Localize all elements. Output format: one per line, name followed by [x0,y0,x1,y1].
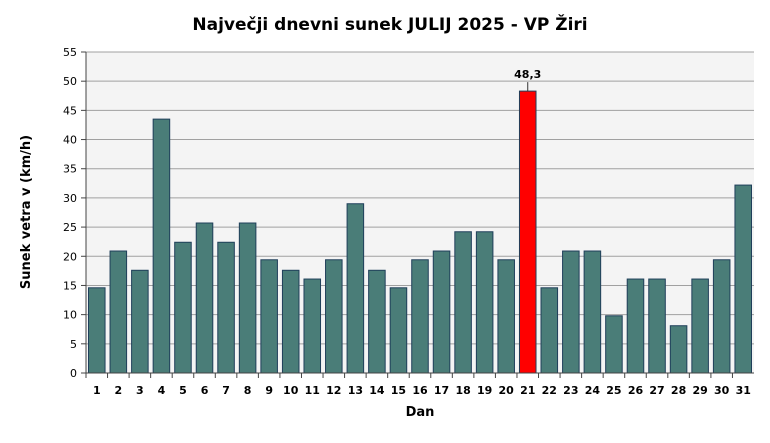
y-tick-label: 40 [63,134,77,147]
y-tick-label: 15 [63,279,77,292]
x-tick-label: 14 [369,384,385,397]
x-tick-label: 8 [244,384,252,397]
x-tick-label: 11 [305,384,320,397]
x-tick-label: 23 [563,384,578,397]
bar [174,241,192,374]
y-tick-label: 10 [63,309,77,322]
x-tick-label: 31 [736,384,751,397]
x-tick-label: 30 [714,384,730,397]
x-tick-label: 26 [628,384,644,397]
bar [432,250,451,374]
bar [217,241,235,374]
x-tick-label: 15 [391,384,406,397]
y-tick-label: 5 [70,338,77,351]
x-tick-label: 7 [222,384,230,397]
x-tick-label: 4 [158,384,166,397]
x-tick-label: 10 [283,384,299,397]
x-tick-label: 1 [93,384,101,397]
y-tick-label: 30 [63,192,77,205]
x-tick-label: 13 [348,384,363,397]
y-tick-label: 20 [63,250,77,263]
bar [411,259,429,374]
bar [540,287,559,374]
y-tick-label: 25 [63,221,77,234]
bar [583,250,602,374]
x-tick-label: 2 [114,384,122,397]
bar [734,184,752,374]
bar [152,118,171,374]
y-tick-label: 55 [63,46,77,59]
bar [626,278,645,374]
bar [88,287,106,374]
bar [691,278,709,374]
y-tick-label: 45 [63,104,77,117]
x-tick-label: 6 [201,384,209,397]
max-data-label: 48,3 [514,68,541,81]
bar [195,222,214,374]
x-tick-label: 21 [520,384,535,397]
bar [303,278,322,374]
x-tick-label: 28 [671,384,686,397]
bar [454,231,472,374]
x-tick-label: 5 [179,384,187,397]
bar [368,269,386,374]
bar [712,259,731,374]
bar [346,203,365,374]
x-tick-label: 9 [265,384,273,397]
x-tick-label: 24 [585,384,601,397]
x-tick-label: 19 [477,384,492,397]
x-tick-label: 12 [326,384,341,397]
bar [389,287,408,374]
bar [518,90,537,374]
bar [281,269,300,374]
x-tick-label: 18 [455,384,470,397]
bar [131,269,149,374]
chart-title: Največji dnevni sunek JULIJ 2025 - VP Ži… [192,13,587,35]
y-tick-label: 0 [70,367,77,380]
x-tick-label: 22 [542,384,557,397]
x-tick-label: 16 [412,384,428,397]
bar [605,315,623,374]
x-tick-label: 27 [649,384,664,397]
y-tick-label: 35 [63,163,77,176]
bar [260,259,278,374]
bar [669,325,688,374]
bar [475,231,494,374]
bar [325,259,343,374]
bar [238,222,257,374]
bar [109,250,128,374]
y-axis-label: Sunek vetra v (km/h) [19,135,34,289]
x-tick-label: 20 [499,384,515,397]
bar [648,278,666,374]
x-tick-label: 17 [434,384,449,397]
bar [562,250,580,374]
x-tick-label: 3 [136,384,144,397]
bar [497,259,515,374]
x-axis-label: Dan [406,405,435,420]
x-tick-label: 29 [692,384,707,397]
x-tick-label: 25 [606,384,621,397]
y-tick-label: 50 [63,75,77,88]
